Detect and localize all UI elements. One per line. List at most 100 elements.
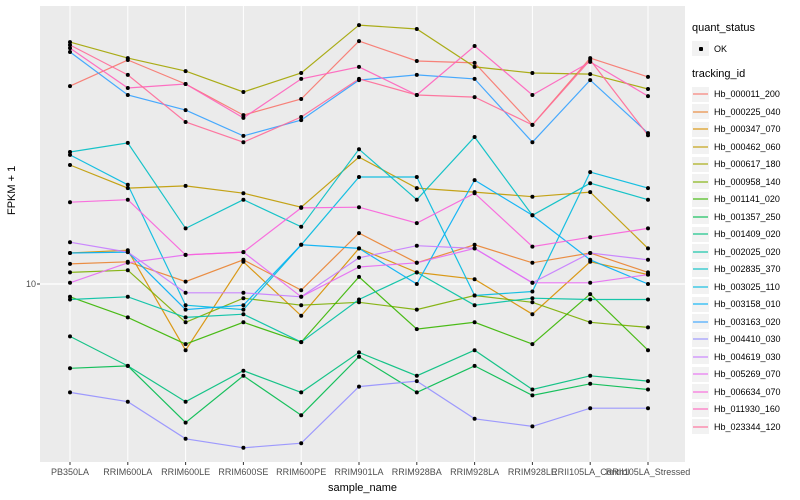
data-point <box>299 390 304 395</box>
data-point <box>299 288 304 293</box>
data-point <box>472 363 477 368</box>
data-point <box>588 58 593 62</box>
tracking-id-legend-items: Hb_000011_200 Hb_000225_040 Hb_000347_070 H… <box>692 86 800 436</box>
data-point <box>646 272 650 277</box>
data-point <box>530 244 535 249</box>
data-point <box>183 342 188 347</box>
data-point <box>646 87 650 91</box>
line-key <box>692 261 709 277</box>
data-point <box>472 293 477 298</box>
legend-item-label: Hb_011930_160 <box>714 404 780 415</box>
data-point <box>241 296 246 301</box>
data-point <box>588 297 593 302</box>
line-key <box>692 279 709 295</box>
data-point <box>183 226 188 231</box>
data-point <box>241 191 246 196</box>
data-point <box>472 320 477 325</box>
line-key <box>692 174 709 190</box>
data-point <box>414 282 419 286</box>
data-point <box>530 342 535 347</box>
line-key <box>692 384 709 400</box>
data-point <box>183 290 188 295</box>
x-tick-label: RRII105LA_Stressed <box>605 467 691 477</box>
data-point <box>125 86 130 90</box>
data-point <box>125 399 130 404</box>
data-point <box>472 416 477 421</box>
x-tick-label: PB350LA <box>50 467 90 477</box>
legend-item-label: Hb_006634_070 <box>714 386 781 397</box>
data-point <box>472 246 477 251</box>
data-point <box>530 300 535 305</box>
line-swatch-icon <box>693 215 708 218</box>
data-point <box>357 64 361 69</box>
data-point <box>472 303 477 308</box>
legend-item-Hb_000347_070: Hb_000347_070 <box>692 121 800 139</box>
data-point <box>125 294 130 299</box>
data-point <box>241 290 246 295</box>
data-point <box>357 274 361 279</box>
data-point <box>530 140 535 145</box>
line-swatch-icon <box>693 390 708 393</box>
legend-item-label: OK <box>714 43 728 54</box>
data-point <box>68 366 72 371</box>
line-key <box>692 86 709 102</box>
line-swatch-icon <box>693 145 708 148</box>
data-point <box>357 231 361 236</box>
data-point <box>472 242 477 247</box>
data-point <box>299 294 304 299</box>
legend-item-Hb_001357_250: Hb_001357_250 <box>692 208 800 226</box>
data-point <box>299 76 304 81</box>
data-point <box>299 205 304 210</box>
data-point <box>414 270 419 275</box>
legend-item-Hb_000617_180: Hb_000617_180 <box>692 156 800 174</box>
data-point <box>299 340 304 345</box>
legend-item-label: Hb_002025_020 <box>714 246 781 257</box>
line-key <box>692 191 709 207</box>
data-point <box>357 147 361 152</box>
line-swatch-icon <box>693 93 708 96</box>
data-point <box>299 224 304 229</box>
data-point <box>530 312 535 317</box>
x-tick-label: RRII105LA_Control <box>551 467 630 477</box>
data-point <box>183 420 188 425</box>
data-point <box>472 64 477 69</box>
ok-point-key <box>692 41 709 57</box>
legend-item-Hb_005269_070: Hb_005269_070 <box>692 366 800 384</box>
data-point <box>183 69 188 74</box>
data-point <box>414 390 419 395</box>
legend-item-label: Hb_000011_200 <box>714 89 780 100</box>
data-point <box>357 354 361 359</box>
legend-item-Hb_002835_370: Hb_002835_370 <box>692 261 800 279</box>
line-swatch-icon <box>693 198 708 201</box>
data-point <box>357 265 361 269</box>
data-point <box>241 197 246 202</box>
data-point <box>357 297 361 302</box>
legend-item-Hb_001409_020: Hb_001409_020 <box>692 226 800 244</box>
data-point <box>414 260 419 265</box>
data-point <box>646 257 650 262</box>
point-marker-icon <box>698 46 703 51</box>
data-point <box>183 307 188 312</box>
data-point <box>357 255 361 260</box>
legend-item-label: Hb_004619_030 <box>714 351 781 362</box>
data-point <box>68 200 72 205</box>
data-point <box>68 240 72 245</box>
data-point <box>472 191 477 196</box>
data-point <box>357 384 361 389</box>
data-point <box>183 279 188 284</box>
data-point <box>241 445 246 450</box>
data-point <box>414 93 419 97</box>
data-point <box>241 259 246 264</box>
data-point <box>357 175 361 179</box>
data-point <box>530 194 535 199</box>
data-point <box>646 348 650 353</box>
legend-item-label: Hb_000958_140 <box>714 176 781 187</box>
data-point <box>183 399 188 404</box>
data-point <box>125 72 130 77</box>
x-tick-label: RRIM600LA <box>103 467 153 477</box>
data-point <box>646 379 650 384</box>
x-tick-label: RRIM600LE <box>161 467 211 477</box>
data-point <box>125 260 130 265</box>
data-point <box>241 303 246 308</box>
data-point <box>357 23 361 28</box>
